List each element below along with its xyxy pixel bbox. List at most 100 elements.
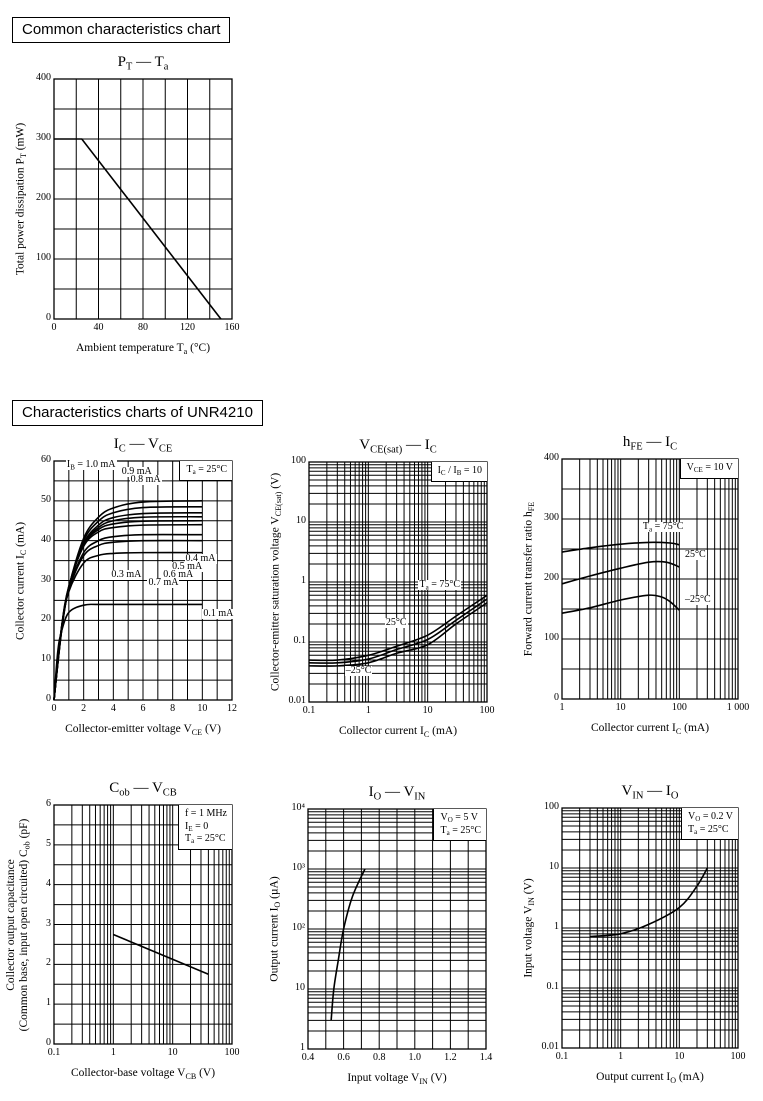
curve-label: IB = 1.0 mA — [65, 458, 117, 471]
text-part: Collector-emitter voltage V — [65, 723, 192, 735]
x-tick-label: 10 — [167, 1047, 178, 1058]
subscript: O — [273, 901, 283, 908]
y-axis-label-line: Collector current IC (mA) — [14, 521, 28, 640]
text-part: = 0 — [192, 820, 209, 832]
y-tick-label: 1 — [301, 575, 306, 586]
condition-line: IE = 0 — [185, 821, 227, 834]
subscript: ob — [119, 787, 130, 799]
text-part: (mA) — [681, 722, 710, 734]
text-part: Collector-base voltage V — [70, 1067, 186, 1079]
x-axis-label: Collector-emitter voltage VCE (V) — [65, 723, 221, 736]
y-tick-label: 1 — [46, 997, 51, 1009]
subscript: B — [456, 469, 462, 478]
y-tick-label: 20 — [41, 613, 51, 625]
curve-label: 0.1 mA — [202, 609, 235, 620]
subscript: O — [670, 790, 679, 802]
y-tick-label: 200 — [544, 572, 559, 583]
plot-frame — [308, 461, 488, 703]
grid — [53, 460, 233, 701]
series-line — [561, 560, 680, 585]
subscript: CE — [158, 443, 173, 455]
text-part: –25°C — [345, 664, 372, 676]
text-part: Collector current I — [14, 554, 27, 640]
y-axis-label-line: Output current IO (µA) — [268, 876, 283, 982]
y-tick-label: 10 — [549, 861, 559, 872]
series-line — [330, 868, 366, 1021]
text-part: I — [437, 465, 441, 476]
subscript: a — [648, 525, 653, 534]
x-tick-label: 1.0 — [408, 1052, 422, 1063]
text-part: = 25°C — [449, 824, 481, 836]
text-part: (mA) — [14, 521, 27, 550]
text-part: Forward current transfer ratio h — [522, 511, 535, 657]
y-tick-label: 100 — [544, 801, 559, 812]
y-axis-label: Forward current transfer ratio hFE — [522, 502, 536, 657]
y-tick-label: 3 — [46, 917, 51, 929]
subscript: C — [675, 726, 682, 736]
vcesat-ic-chart — [308, 461, 488, 703]
chart-title: VCE(sat) — IC — [359, 437, 437, 456]
grid — [53, 78, 233, 320]
x-tick-label: 12 — [227, 703, 237, 714]
y-tick-label: 4 — [46, 877, 51, 889]
y-tick-label: 2 — [46, 957, 51, 969]
x-tick-label: 100 — [671, 702, 687, 713]
x-tick-label: 100 — [479, 705, 495, 716]
chart-title: IO — VIN — [369, 785, 426, 803]
x-tick-label: 0.1 — [47, 1047, 61, 1058]
conditions-box: VO = 5 V Ta = 25°C — [433, 809, 486, 841]
x-tick-label: 0.1 — [555, 1051, 569, 1062]
text-part: T — [440, 824, 447, 836]
y-tick-label: 100 — [36, 252, 51, 263]
text-part: V — [686, 462, 694, 473]
subscript: O — [695, 815, 701, 824]
text-part: = 0.2 V — [700, 811, 733, 822]
x-axis-label: Output current IO (mA) — [596, 1071, 704, 1084]
ic-vce-chart — [53, 460, 233, 701]
condition-line: VO = 5 V — [440, 812, 481, 825]
text-part: Output current I — [268, 907, 281, 982]
x-axis-label: Input voltage VIN (V) — [347, 1072, 446, 1085]
text-part: — I — [402, 437, 430, 453]
x-tick-label: 80 — [138, 322, 148, 333]
subscript: CB — [162, 787, 177, 799]
y-axis-label: Input voltage VIN (V) — [522, 878, 536, 977]
text-part: V — [688, 811, 696, 822]
text-part: — V — [125, 436, 159, 452]
x-axis-label: Collector current IC (mA) — [338, 725, 457, 738]
grid — [561, 458, 739, 700]
text-part: — V — [129, 780, 163, 796]
plot-frame — [561, 458, 739, 700]
text-part: h — [622, 434, 631, 450]
curve-label: 0.8 mA — [129, 474, 162, 485]
series-line — [561, 541, 680, 553]
y-tick-label: 100 — [544, 632, 559, 643]
subscript: CE(sat) — [274, 491, 284, 517]
y-tick-label: 300 — [544, 512, 559, 523]
conditions-box: VO = 0.2 V Ta = 25°C — [681, 808, 738, 840]
x-tick-label: 10 — [674, 1051, 685, 1062]
x-tick-label: 1.4 — [479, 1052, 493, 1063]
x-tick-label: 100 — [224, 1047, 240, 1058]
curve-label: 25°C — [683, 549, 707, 561]
text-part: V — [621, 783, 633, 799]
text-part: I — [66, 458, 71, 470]
text-part: T — [688, 823, 695, 835]
subscript: C — [429, 444, 437, 456]
subscript: a — [446, 828, 450, 837]
x-tick-label: 0 — [51, 322, 57, 333]
subscript: a — [694, 827, 698, 836]
subscript: T — [19, 153, 29, 159]
text-part: 25°C — [684, 549, 706, 561]
curve-label: 25°C — [384, 617, 408, 628]
subscript: C — [118, 443, 126, 455]
subscript: C — [440, 469, 446, 478]
text-part: f = 1 MHz — [184, 808, 227, 819]
subscript: IN — [414, 791, 426, 803]
y-axis-label: Output current IO (µA) — [268, 876, 283, 982]
x-tick-label: 10 — [615, 702, 626, 713]
text-part: C — [109, 780, 120, 796]
x-axis-label: Ambient temperature Ta (°C) — [76, 342, 210, 355]
text-part: Collector current I — [338, 725, 424, 737]
